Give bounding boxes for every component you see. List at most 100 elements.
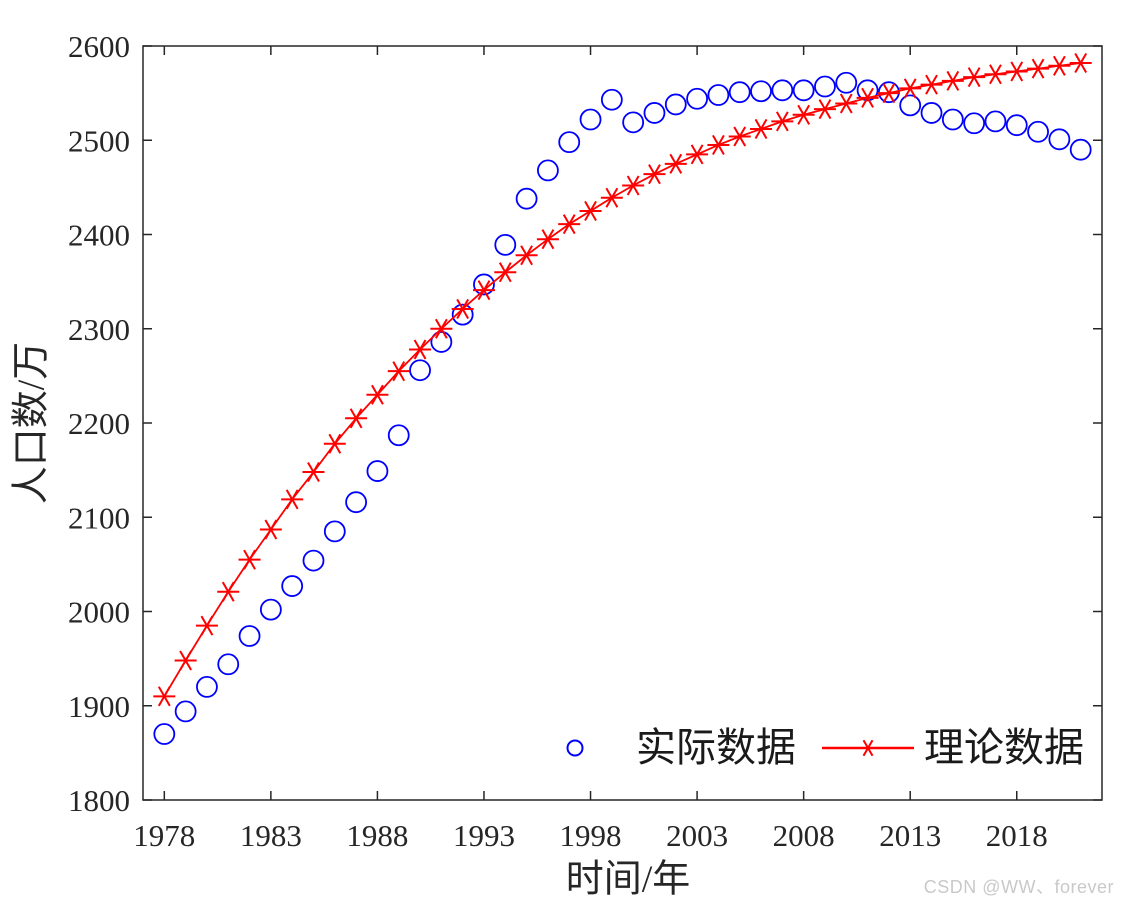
actual-data-point bbox=[366, 460, 389, 482]
theory-data-point bbox=[835, 93, 858, 114]
actual-data-point bbox=[323, 520, 346, 543]
legend-line-asterisk-marker-icon bbox=[822, 739, 914, 757]
actual-data-point bbox=[750, 80, 772, 103]
theory-data-point bbox=[984, 64, 1007, 85]
x-tick-label: 2008 bbox=[773, 818, 835, 853]
theory-data-point bbox=[345, 408, 368, 429]
theory-data-point bbox=[430, 318, 453, 339]
theory-data-point bbox=[707, 134, 730, 155]
y-tick-label: 1900 bbox=[68, 689, 130, 724]
actual-data-point bbox=[664, 93, 687, 116]
actual-data-point bbox=[579, 108, 602, 131]
axis-ticks bbox=[143, 45, 1102, 801]
actual-data-point bbox=[1069, 138, 1092, 161]
y-tick-label: 2200 bbox=[68, 406, 130, 441]
theory-data-point bbox=[451, 298, 474, 319]
actual-data-point bbox=[494, 233, 517, 256]
plot-frame bbox=[142, 45, 1103, 801]
actual-data-point bbox=[259, 598, 282, 621]
actual-data-point bbox=[153, 723, 176, 745]
theory-data-point bbox=[1048, 55, 1071, 76]
theory-data-point bbox=[323, 433, 346, 454]
theory-data-point bbox=[1027, 58, 1050, 79]
actual-data-point bbox=[728, 81, 751, 104]
theory-data-point bbox=[643, 164, 666, 185]
actual-data-point bbox=[515, 187, 538, 210]
theory-data-point bbox=[664, 153, 687, 174]
series-theory bbox=[153, 52, 1092, 707]
legend-label-actual: 实际数据 bbox=[636, 725, 796, 770]
theory-data-point bbox=[153, 686, 176, 707]
x-tick-label: 1983 bbox=[240, 818, 302, 853]
actual-data-point bbox=[707, 84, 730, 106]
actual-data-point bbox=[814, 75, 836, 98]
actual-data-point bbox=[600, 88, 623, 111]
y-tick-label: 2400 bbox=[68, 218, 130, 253]
actual-data-point bbox=[451, 303, 474, 326]
actual-data-point bbox=[238, 625, 261, 647]
theory-data-point bbox=[622, 175, 645, 196]
theory-data-point bbox=[536, 229, 559, 250]
theory-data-point bbox=[238, 549, 261, 570]
actual-data-point bbox=[174, 700, 197, 723]
theory-data-point bbox=[259, 519, 282, 540]
x-tick-label: 1978 bbox=[133, 818, 195, 853]
theory-data-point bbox=[728, 126, 751, 147]
theory-data-point bbox=[750, 118, 773, 139]
theory-data-point bbox=[217, 581, 240, 602]
theory-data-point bbox=[771, 111, 794, 132]
theory-data-point bbox=[515, 245, 538, 266]
x-tick-label: 2003 bbox=[666, 818, 728, 853]
theory-data-point bbox=[920, 74, 943, 95]
x-axis-label: 时间/年 bbox=[565, 858, 691, 901]
actual-data-point bbox=[430, 331, 453, 353]
y-tick-label: 2500 bbox=[68, 123, 130, 158]
actual-data-point bbox=[686, 87, 708, 110]
actual-data-point bbox=[537, 159, 559, 182]
x-tick-label: 1993 bbox=[453, 818, 515, 853]
theory-data-point bbox=[899, 78, 922, 99]
actual-data-point bbox=[1027, 120, 1049, 143]
theory-data-point bbox=[856, 87, 879, 108]
actual-data-point bbox=[984, 110, 1007, 133]
theory-data-point bbox=[387, 361, 410, 382]
actual-data-point bbox=[835, 71, 858, 94]
y-tick-label: 2000 bbox=[68, 595, 130, 630]
y-tick-label: 2600 bbox=[68, 29, 130, 64]
theory-data-point bbox=[1069, 52, 1092, 73]
theory-data-point bbox=[409, 339, 432, 360]
actual-data-point bbox=[941, 108, 964, 131]
theory-data-point bbox=[302, 461, 325, 483]
actual-data-point bbox=[281, 575, 304, 597]
watermark: CSDN @WW、forever bbox=[923, 877, 1114, 897]
x-tick-label: 2013 bbox=[879, 818, 941, 853]
actual-data-point bbox=[387, 424, 410, 447]
actual-data-point bbox=[345, 491, 368, 514]
actual-data-point bbox=[302, 549, 325, 572]
actual-data-point bbox=[558, 131, 581, 154]
actual-data-point bbox=[473, 273, 495, 296]
x-tick-label: 2018 bbox=[986, 818, 1048, 853]
legend: 实际数据 理论数据 bbox=[556, 720, 1084, 776]
series-actual bbox=[153, 71, 1092, 745]
theory-data-point bbox=[281, 489, 304, 510]
legend-circle-marker-icon bbox=[566, 739, 584, 757]
theory-data-point bbox=[1005, 61, 1028, 82]
theory-data-point bbox=[366, 384, 389, 405]
tick-labels: 1978 1983 1988 1993 1998 2003 2008 2013 2018 1800… bbox=[68, 29, 1048, 853]
actual-data-point bbox=[963, 112, 986, 135]
theory-data-point bbox=[579, 200, 602, 221]
actual-data-point bbox=[622, 111, 645, 134]
actual-data-point bbox=[899, 94, 922, 117]
theory-data-point bbox=[472, 280, 495, 301]
y-tick-label: 2300 bbox=[68, 312, 130, 347]
theory-data-point bbox=[792, 104, 815, 125]
actual-data-point bbox=[217, 653, 240, 676]
actual-data-point bbox=[1048, 128, 1071, 151]
theory-data-point bbox=[600, 187, 623, 208]
y-axis-label: 人口数/万 bbox=[10, 341, 53, 505]
theory-data-point bbox=[963, 67, 986, 88]
y-tick-label: 2100 bbox=[68, 500, 130, 535]
